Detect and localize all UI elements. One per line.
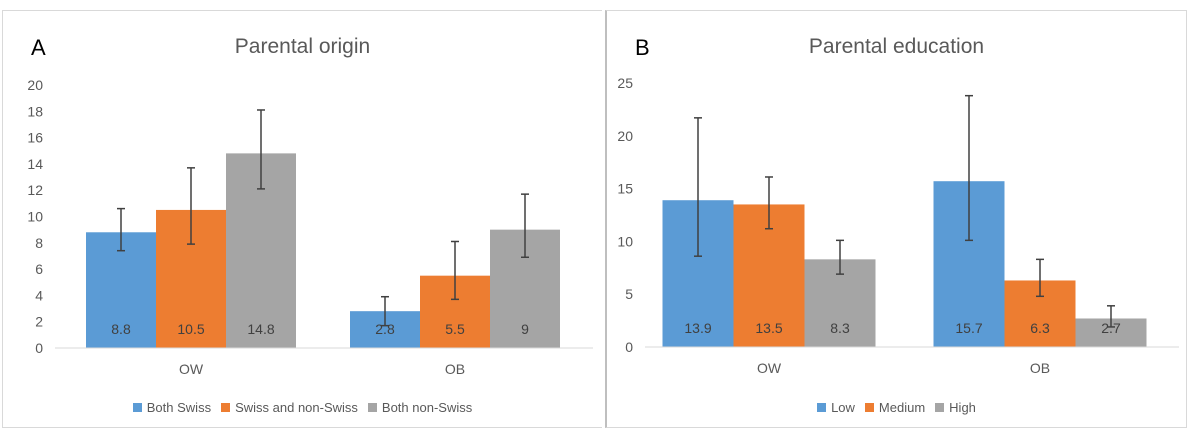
error-bar [1107, 305, 1115, 328]
chart-title: Parental origin [234, 35, 371, 58]
chart-title: Parental education [808, 35, 985, 58]
data-label: 10.5 [177, 321, 204, 337]
y-tick-label: 8 [35, 235, 43, 251]
x-tick-label: OB [445, 361, 465, 377]
y-tick-label: 2 [35, 314, 43, 330]
bar-both-swiss [86, 232, 156, 348]
data-label: 5.5 [445, 321, 465, 337]
error-bar [521, 193, 529, 259]
error-bar [694, 117, 702, 257]
legend: Low Medium High [607, 400, 1186, 415]
chart-panel-b: B Parental education 0 5 10 15 20 25 13.9 13.5 8… [605, 10, 1187, 428]
error-bar [117, 207, 125, 252]
y-tick-label: 15 [617, 181, 633, 197]
panel-label: B [635, 35, 650, 60]
y-tick-label: 14 [27, 156, 43, 172]
legend-item: Low [817, 400, 855, 415]
y-tick-label: 25 [617, 75, 633, 91]
y-tick-label: 12 [27, 182, 43, 198]
y-tick-label: 10 [27, 209, 43, 225]
data-label: 9 [521, 321, 529, 337]
data-label: 8.3 [830, 320, 850, 336]
error-bar [187, 167, 195, 245]
y-tick-label: 20 [617, 128, 633, 144]
legend-item: High [935, 400, 976, 415]
error-bar [451, 240, 459, 301]
legend-swatch [221, 403, 231, 412]
error-bar [765, 176, 773, 230]
data-label: 15.7 [955, 320, 982, 336]
legend-swatch [864, 403, 874, 412]
legend-label: Both Swiss [146, 400, 212, 415]
legend-item: Both non-Swiss [367, 400, 473, 415]
legend-label: Swiss and non-Swiss [235, 400, 358, 415]
legend-item: Medium [864, 400, 926, 415]
x-tick-label: OW [757, 360, 782, 376]
legend-swatch [132, 403, 142, 412]
x-tick-label: OB [1030, 360, 1050, 376]
legend-swatch [817, 403, 827, 412]
data-label: 6.3 [1030, 320, 1050, 336]
error-bar [836, 239, 844, 275]
data-label: 8.8 [111, 321, 131, 337]
legend: Both Swiss Swiss and non-Swiss Both non-Sw… [3, 400, 602, 415]
x-tick-label: OW [179, 361, 204, 377]
error-bar [1036, 258, 1044, 298]
legend-swatch [935, 403, 945, 412]
y-tick-label: 10 [617, 233, 633, 249]
legend-label: Medium [878, 400, 926, 415]
data-label: 13.5 [755, 320, 782, 336]
bar-chart-parental-education: 0 5 10 15 20 25 13.9 13.5 8.3 OW 15.7 6.3 2.7 OB [617, 75, 1179, 376]
bar-chart-parental-origin: 0 2 4 6 8 10 12 14 16 18 20 8.8 10.5 14.8 OW 2.8 5.5 9 OB [27, 77, 593, 377]
y-tick-label: 16 [27, 130, 43, 146]
panel-label: A [31, 35, 46, 60]
y-tick-label: 20 [27, 77, 43, 93]
legend-item: Both Swiss [132, 400, 212, 415]
y-tick-label: 4 [35, 287, 43, 303]
data-label: 14.8 [247, 321, 274, 337]
legend-label: Both non-Swiss [381, 400, 473, 415]
y-tick-label: 0 [625, 339, 633, 355]
legend-swatch [367, 403, 377, 412]
error-bar [965, 94, 973, 242]
y-tick-label: 5 [625, 286, 633, 302]
y-tick-label: 0 [35, 340, 43, 356]
data-label: 2.8 [375, 321, 395, 337]
chart-panel-a: A Parental origin 0 2 4 6 8 10 12 14 16 18 20 8.8 10… [2, 10, 602, 428]
data-label: 2.7 [1101, 320, 1121, 336]
y-tick-label: 18 [27, 103, 43, 119]
legend-item: Swiss and non-Swiss [221, 400, 358, 415]
legend-label: High [949, 400, 976, 415]
y-tick-label: 6 [35, 261, 43, 277]
error-bar [257, 109, 265, 190]
data-label: 13.9 [684, 320, 711, 336]
legend-label: Low [831, 400, 855, 415]
error-bar [381, 295, 389, 327]
